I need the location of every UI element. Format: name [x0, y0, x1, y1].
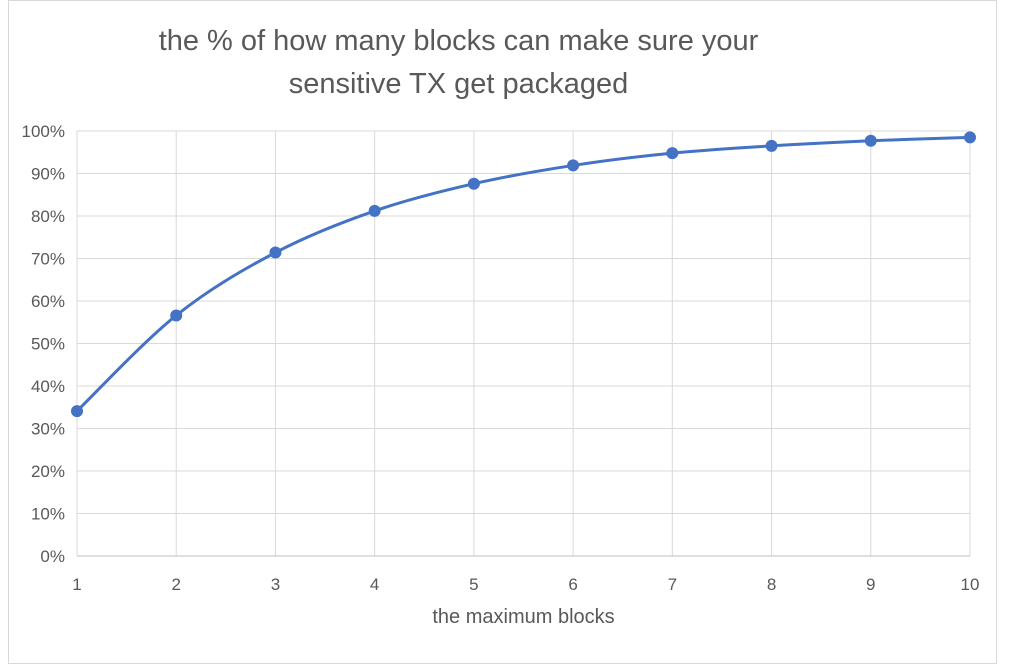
chart-title: the % of how many blocks can make sure y… [0, 20, 917, 106]
y-tick-label: 80% [31, 207, 65, 226]
data-point [964, 131, 976, 144]
x-tick-label: 6 [568, 575, 577, 594]
series-line [75, 135, 971, 413]
data-point [467, 177, 480, 190]
x-tick-label: 3 [271, 575, 280, 594]
x-tick-label: 1 [72, 575, 81, 594]
x-tick-label: 5 [469, 575, 478, 594]
x-axis-ticks: 1 2 3 4 5 6 7 8 9 10 [72, 575, 979, 594]
chart-frame [8, 0, 997, 664]
data-point [567, 159, 580, 172]
data-point [666, 147, 679, 160]
data-point [765, 139, 778, 152]
x-tick-label: 10 [961, 575, 980, 594]
chart-title-line-2: sensitive TX get packaged [288, 68, 629, 100]
y-tick-label: 50% [31, 335, 65, 354]
y-tick-label: 40% [31, 377, 65, 396]
x-tick-label: 8 [767, 575, 776, 594]
y-tick-label: 20% [31, 462, 65, 481]
chart-title-line-1: the % of how many blocks can make sure y… [158, 25, 759, 57]
x-axis-label: the maximum blocks [432, 606, 615, 628]
y-axis-ticks: 0% 10% 20% 30% 40% 50% 60% 70% 80% 90% 100% [22, 122, 65, 566]
data-point [170, 309, 183, 322]
grid-lines [76, 130, 971, 557]
x-tick-label: 9 [866, 575, 875, 594]
y-tick-label: 30% [31, 420, 65, 439]
data-point [269, 246, 282, 259]
y-tick-label: 90% [31, 165, 65, 184]
series-layer [71, 131, 976, 418]
x-tick-label: 7 [668, 575, 677, 594]
y-tick-label: 70% [31, 250, 65, 269]
y-tick-label: 0% [40, 547, 65, 566]
y-tick-label: 10% [31, 505, 65, 524]
data-point [71, 405, 83, 418]
data-point [864, 134, 877, 147]
x-tick-label: 4 [370, 575, 379, 594]
x-tick-label: 2 [171, 575, 180, 594]
data-point [368, 204, 381, 217]
y-tick-label: 60% [31, 292, 65, 311]
y-tick-label: 100% [22, 122, 65, 141]
